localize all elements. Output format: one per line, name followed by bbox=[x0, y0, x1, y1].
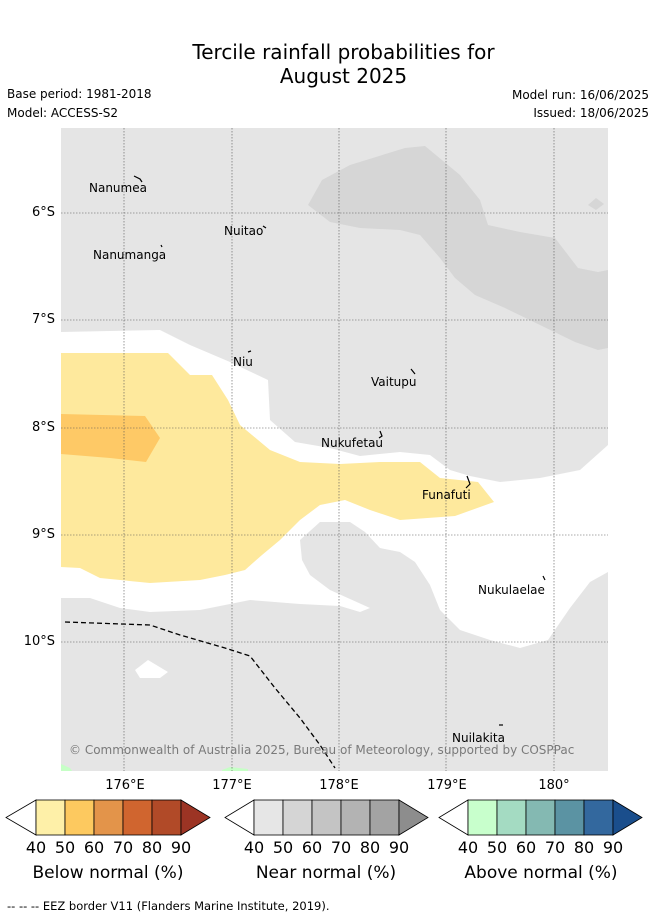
graticule bbox=[61, 128, 608, 771]
latitude-label: 7°S bbox=[31, 312, 55, 327]
colorbar-below-swatch bbox=[35, 799, 66, 836]
above-normal-patch-2 bbox=[222, 767, 248, 771]
nukufetau-island bbox=[378, 430, 383, 439]
colorbar-tick: 50 bbox=[487, 838, 507, 857]
colorbar-tick: 50 bbox=[273, 838, 293, 857]
vaitupu-island bbox=[410, 368, 416, 375]
base-period: Base period: 1981-2018 bbox=[7, 87, 152, 101]
colorbar-near-swatch bbox=[340, 799, 371, 836]
colorbar-above-swatch bbox=[554, 799, 585, 836]
colorbar-tick: 50 bbox=[55, 838, 75, 857]
colorbar-tick: 60 bbox=[84, 838, 104, 857]
colorbar-tick: 60 bbox=[302, 838, 322, 857]
colorbar-tick: 80 bbox=[574, 838, 594, 857]
below-normal-40-region bbox=[61, 353, 494, 583]
colorbar-tick: 60 bbox=[516, 838, 536, 857]
colorbar-tick: 80 bbox=[360, 838, 380, 857]
colorbar-above-normal bbox=[438, 799, 643, 836]
near-normal-region-south bbox=[61, 522, 608, 771]
colorbar-above-swatch bbox=[496, 799, 527, 836]
colorbar-below-normal bbox=[5, 799, 211, 836]
title-line-1: Tercile rainfall probabilities for bbox=[192, 40, 495, 64]
colorbar-near-swatch bbox=[282, 799, 313, 836]
colorbar-above-swatch bbox=[583, 799, 614, 836]
colorbar-below-swatch bbox=[151, 799, 182, 836]
colorbar-tick: 90 bbox=[389, 838, 409, 857]
colorbar-near-swatch bbox=[253, 799, 284, 836]
island-label-nanumanga: Nanumanga bbox=[93, 248, 166, 262]
model-name: Model: ACCESS-S2 bbox=[7, 106, 119, 120]
longitude-label: 176°E bbox=[105, 778, 145, 793]
island-label-vaitupu: Vaitupu bbox=[371, 375, 417, 389]
title-line-2: August 2025 bbox=[279, 64, 408, 88]
colorbar-tick: 40 bbox=[458, 838, 478, 857]
below-normal-50-region bbox=[61, 414, 160, 462]
island-label-nukufetau: Nukufetau bbox=[321, 436, 383, 450]
funafuti-island bbox=[465, 475, 471, 489]
colorbar-near-swatch bbox=[311, 799, 342, 836]
colorbar-label-above: Above normal (%) bbox=[464, 863, 618, 883]
island-label-nuitao: Nuitao bbox=[224, 224, 263, 238]
colorbar-above-swatch bbox=[525, 799, 556, 836]
longitude-label: 180° bbox=[538, 778, 570, 793]
colorbar-below-swatch bbox=[122, 799, 153, 836]
longitude-label: 179°E bbox=[427, 778, 467, 793]
colorbar-tick: 70 bbox=[545, 838, 565, 857]
colorbar-tick: 70 bbox=[331, 838, 351, 857]
issued-date: Issued: 18/06/2025 bbox=[533, 106, 649, 120]
near-normal-50-region bbox=[308, 146, 608, 350]
island-shapes bbox=[133, 175, 546, 726]
nukulaelae-island bbox=[542, 575, 546, 581]
island-label-nanumea: Nanumea bbox=[89, 181, 147, 195]
longitude-label: 177°E bbox=[212, 778, 252, 793]
latitude-label: 9°S bbox=[31, 527, 55, 542]
colorbar-below-swatch bbox=[64, 799, 95, 836]
normal-gap-patch bbox=[135, 660, 168, 678]
nanumea-island bbox=[133, 175, 143, 183]
eez-legend-note: -- -- -- EEZ border V11 (Flanders Marine… bbox=[7, 899, 330, 913]
colorbar-tick: 70 bbox=[113, 838, 133, 857]
island-label-nuilakita: Nuilakita bbox=[452, 731, 505, 745]
above-normal-patch-1 bbox=[61, 764, 72, 771]
niu-island bbox=[247, 350, 252, 353]
longitude-label: 178°E bbox=[319, 778, 359, 793]
near-normal-50-speck bbox=[588, 198, 604, 210]
latitude-label: 6°S bbox=[31, 205, 55, 220]
colorbar-tick: 80 bbox=[142, 838, 162, 857]
colorbar-tick: 90 bbox=[171, 838, 191, 857]
colorbar-near-normal bbox=[224, 799, 429, 836]
island-label-nukulaelae: Nukulaelae bbox=[478, 583, 545, 597]
colorbar-below-swatch bbox=[93, 799, 124, 836]
colorbar-tick: 40 bbox=[244, 838, 264, 857]
colorbar-tick: 40 bbox=[26, 838, 46, 857]
copyright-notice: © Commonwealth of Australia 2025, Bureau… bbox=[69, 743, 574, 757]
latitude-label: 10°S bbox=[23, 634, 55, 649]
map-title: Tercile rainfall probabilities for Augus… bbox=[0, 40, 655, 88]
colorbar-label-below: Below normal (%) bbox=[32, 863, 184, 883]
colorbar-near-swatch bbox=[369, 799, 400, 836]
latitude-label: 8°S bbox=[31, 420, 55, 435]
island-label-niu: Niu bbox=[233, 355, 253, 369]
nuitao-island bbox=[262, 225, 267, 229]
colorbar-tick: 90 bbox=[603, 838, 623, 857]
island-label-funafuti: Funafuti bbox=[422, 488, 471, 502]
model-run: Model run: 16/06/2025 bbox=[511, 88, 649, 102]
eez-border bbox=[64, 621, 336, 769]
colorbar-above-swatch bbox=[467, 799, 498, 836]
nanumanga-island bbox=[160, 244, 163, 248]
colorbar-label-near: Near normal (%) bbox=[255, 863, 397, 883]
